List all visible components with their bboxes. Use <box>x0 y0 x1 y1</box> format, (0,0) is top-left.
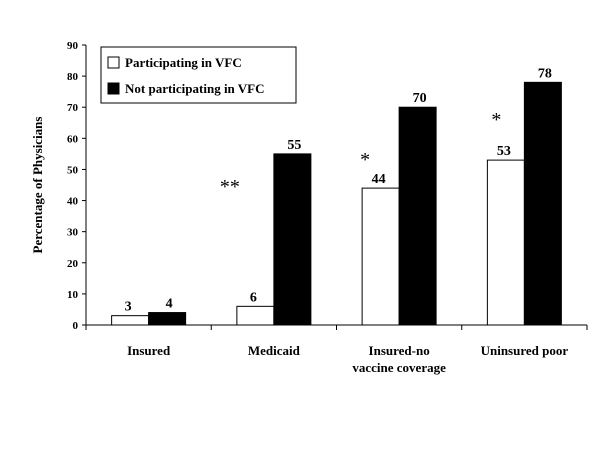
legend-label: Not participating in VFC <box>125 81 265 96</box>
y-axis-ticks: 0 10 20 30 40 50 60 70 80 90 <box>67 40 86 332</box>
data-label: 53 <box>497 144 511 159</box>
bar-participating-0 <box>111 315 150 326</box>
bar-not-participating-3 <box>523 81 562 326</box>
category-label: Insured <box>127 343 171 358</box>
bar-participating-2 <box>361 187 400 326</box>
significance-asterisk: * <box>360 149 370 171</box>
significance-marks: **** <box>220 109 502 198</box>
y-tick-label: 70 <box>67 102 79 114</box>
bar-not-participating-1 <box>273 153 312 326</box>
legend: Participating in VFC Not participating in… <box>100 46 297 104</box>
legend-label: Participating in VFC <box>125 55 242 70</box>
data-label: 3 <box>125 300 132 315</box>
category-label: Medicaid <box>248 343 301 358</box>
y-tick-label: 0 <box>73 320 79 332</box>
data-label: 6 <box>250 290 257 305</box>
legend-swatch <box>107 56 120 69</box>
y-tick-label: 90 <box>67 40 79 52</box>
y-tick-label: 20 <box>67 258 79 270</box>
bar-not-participating-2 <box>398 106 437 326</box>
legend-swatch <box>107 82 120 95</box>
data-label: 78 <box>538 66 552 81</box>
bar-participating-1 <box>236 305 275 326</box>
legend-box <box>100 46 297 104</box>
y-tick-label: 40 <box>67 196 79 208</box>
bar-participating-3 <box>486 159 525 326</box>
bar-not-participating-0 <box>148 312 187 326</box>
y-tick-label: 10 <box>67 289 79 301</box>
data-label: 44 <box>372 172 386 187</box>
y-tick-label: 80 <box>67 71 79 83</box>
y-axis-title: Percentage of Physicians <box>30 117 45 254</box>
category-label: Uninsured poor <box>481 343 569 358</box>
data-label: 70 <box>413 91 427 106</box>
data-label: 4 <box>166 297 173 312</box>
bars: 3 6 44 53 4 55 70 78 <box>111 66 562 326</box>
significance-asterisk: * <box>491 109 501 131</box>
y-tick-label: 30 <box>67 227 79 239</box>
data-label: 55 <box>287 138 301 153</box>
category-labels: Insured Medicaid Insured-no vaccine coverag… <box>127 343 568 375</box>
y-tick-label: 50 <box>67 164 79 176</box>
x-axis-ticks <box>85 325 588 330</box>
category-label: Insured-no vaccine coverage <box>352 343 446 375</box>
y-tick-label: 60 <box>67 133 79 145</box>
significance-asterisk: ** <box>220 176 240 198</box>
